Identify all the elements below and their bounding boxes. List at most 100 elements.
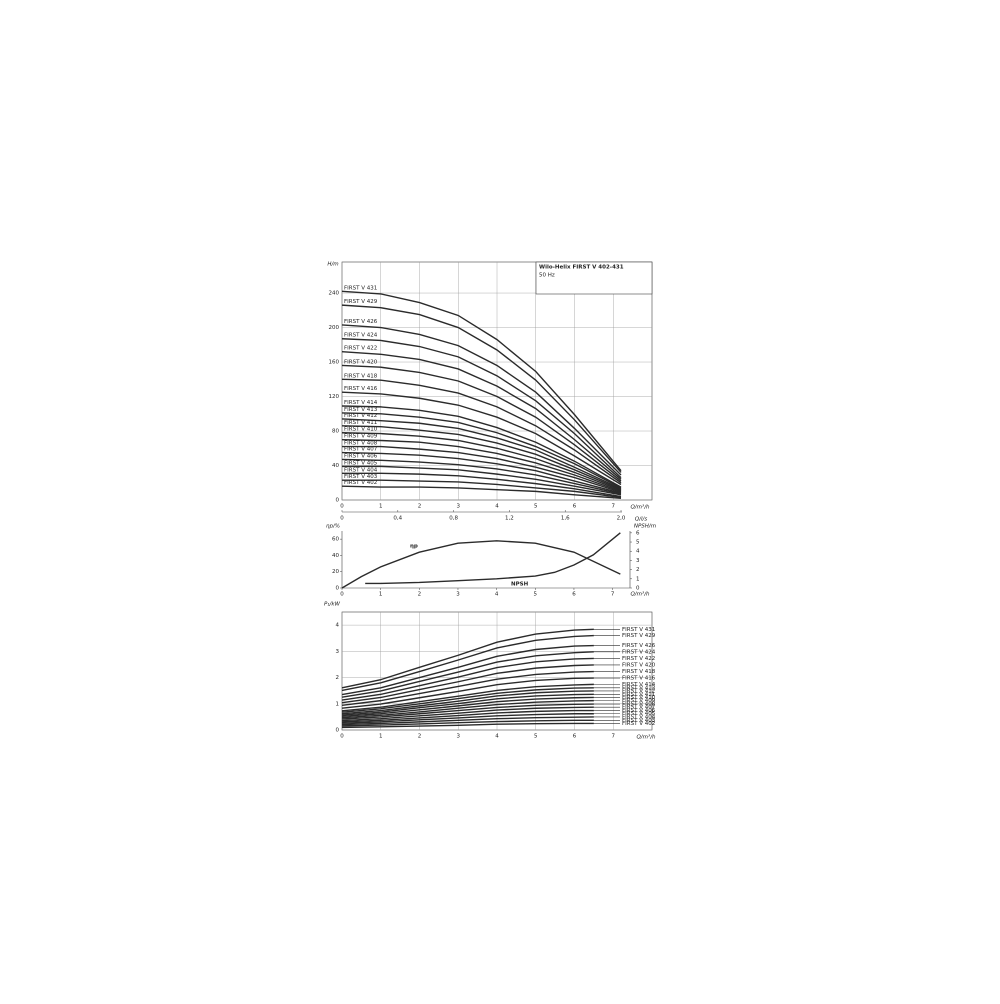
series-label: FIRST V 426	[622, 643, 656, 649]
x-tick-label: 4	[495, 734, 499, 740]
series-line	[341, 687, 594, 713]
y-tick-label: 4	[336, 623, 340, 629]
series-label: FIRST V 429	[344, 299, 378, 305]
series-label: FIRST V 412	[622, 688, 655, 694]
series-line	[341, 451, 622, 494]
series-line	[342, 445, 622, 493]
series-line	[341, 670, 594, 707]
y-axis-label: H/m	[327, 262, 338, 268]
x2-tick-label: 0,8	[449, 516, 458, 522]
x-axis-label: Q/m³/h	[630, 504, 650, 511]
series-label: FIRST V 420	[344, 359, 378, 365]
series-line	[341, 683, 594, 712]
series-label: FIRST V 402	[622, 721, 655, 727]
y-tick-label: 2	[336, 675, 340, 681]
x-tick-label: 3	[456, 592, 460, 598]
x-tick-label: 6	[572, 592, 576, 598]
x-tick-label: 3	[457, 734, 461, 740]
y2-tick-label: 2	[636, 567, 640, 573]
series-line	[341, 412, 622, 489]
series-label: FIRST V 408	[622, 702, 656, 708]
x-tick-label: 1	[379, 734, 383, 740]
title-box	[535, 261, 653, 295]
series-line	[341, 458, 622, 495]
x-axis-label: Q/m³/h	[630, 591, 650, 598]
x-tick-label: 5	[534, 734, 538, 740]
y-tick-label: 0	[336, 498, 340, 504]
series-line	[342, 465, 622, 496]
x-tick-label: 7	[612, 504, 616, 510]
series-line	[341, 290, 622, 472]
y2-tick-label: 5	[636, 540, 640, 546]
series-line	[341, 438, 622, 493]
y-tick-label: 200	[329, 325, 340, 331]
x-tick-label: 4	[495, 592, 499, 598]
series-line	[341, 690, 594, 715]
x-axis-label: Q/m³/h	[636, 734, 656, 741]
series-line	[341, 485, 622, 499]
series-line	[341, 693, 594, 716]
series-label: FIRST V 409	[622, 698, 656, 704]
x-tick-label: 3	[457, 504, 461, 510]
series-label: FIRST V 422	[622, 656, 655, 662]
y2-axis-label: NPSH/m	[634, 524, 656, 530]
x-tick-label: 0	[340, 504, 344, 510]
series-line	[341, 699, 594, 719]
series-label: FIRST V 407	[622, 705, 656, 711]
x2-tick-label: 1,6	[561, 516, 570, 522]
x-tick-label: 2	[418, 504, 422, 510]
y-tick-label: 120	[329, 394, 340, 400]
y-tick-label: 80	[332, 429, 339, 435]
x-tick-label: 5	[534, 504, 538, 510]
y2-tick-label: 1	[636, 576, 640, 582]
series-line	[342, 472, 622, 498]
y-tick-label: 1	[336, 701, 340, 707]
annotation: ηp	[410, 544, 418, 550]
series-label: FIRST V 403	[344, 474, 378, 480]
series-line	[341, 304, 622, 473]
y-tick-label: 160	[329, 360, 340, 366]
y-tick-label: 0	[336, 586, 340, 592]
series-label: FIRST V 403	[622, 718, 656, 724]
series-label: FIRST V 414	[344, 400, 378, 406]
series-label: FIRST V 416	[622, 676, 656, 682]
x-tick-label: 7	[612, 734, 616, 740]
series-label: FIRST V 424	[344, 333, 378, 339]
x-tick-label: 1	[379, 592, 383, 598]
x-tick-label: 1	[379, 504, 383, 510]
x-tick-label: 7	[611, 592, 615, 598]
x-tick-label: 0	[340, 592, 344, 598]
series-label: FIRST V 409	[344, 434, 378, 440]
chart-subtitle: 50 Hz	[539, 273, 555, 279]
series-line	[341, 628, 594, 689]
y-axis-label: ηp/%	[326, 524, 340, 530]
x-tick-label: 2	[418, 592, 422, 598]
series-label: FIRST V 413	[622, 685, 656, 691]
x2-tick-label: 1,2	[505, 516, 514, 522]
series-line	[341, 706, 594, 722]
series-line	[341, 540, 621, 589]
y2-tick-label: 0	[636, 586, 640, 592]
y-axis-label: P₁/kW	[324, 602, 341, 608]
y-tick-label: 3	[336, 649, 340, 655]
y2-tick-label: 3	[636, 558, 640, 564]
series-line	[342, 479, 622, 499]
series-line	[365, 532, 621, 585]
series-line	[341, 716, 594, 726]
series-label: FIRST V 411	[344, 420, 377, 426]
y-tick-label: 20	[332, 569, 339, 575]
x-tick-label: 0	[340, 734, 344, 740]
series-line	[341, 713, 594, 724]
series-line	[341, 719, 594, 727]
series-label: FIRST V 422	[344, 346, 377, 352]
x2-tick-label: 2,0	[617, 516, 626, 522]
y-tick-label: 240	[329, 291, 340, 297]
series-line	[341, 634, 594, 692]
series-line	[341, 696, 594, 718]
series-line	[341, 405, 622, 488]
series-label: FIRST V 426	[344, 319, 378, 325]
x2-tick-label: 0,4	[393, 516, 402, 522]
series-line	[341, 364, 622, 482]
series-line	[341, 338, 622, 479]
